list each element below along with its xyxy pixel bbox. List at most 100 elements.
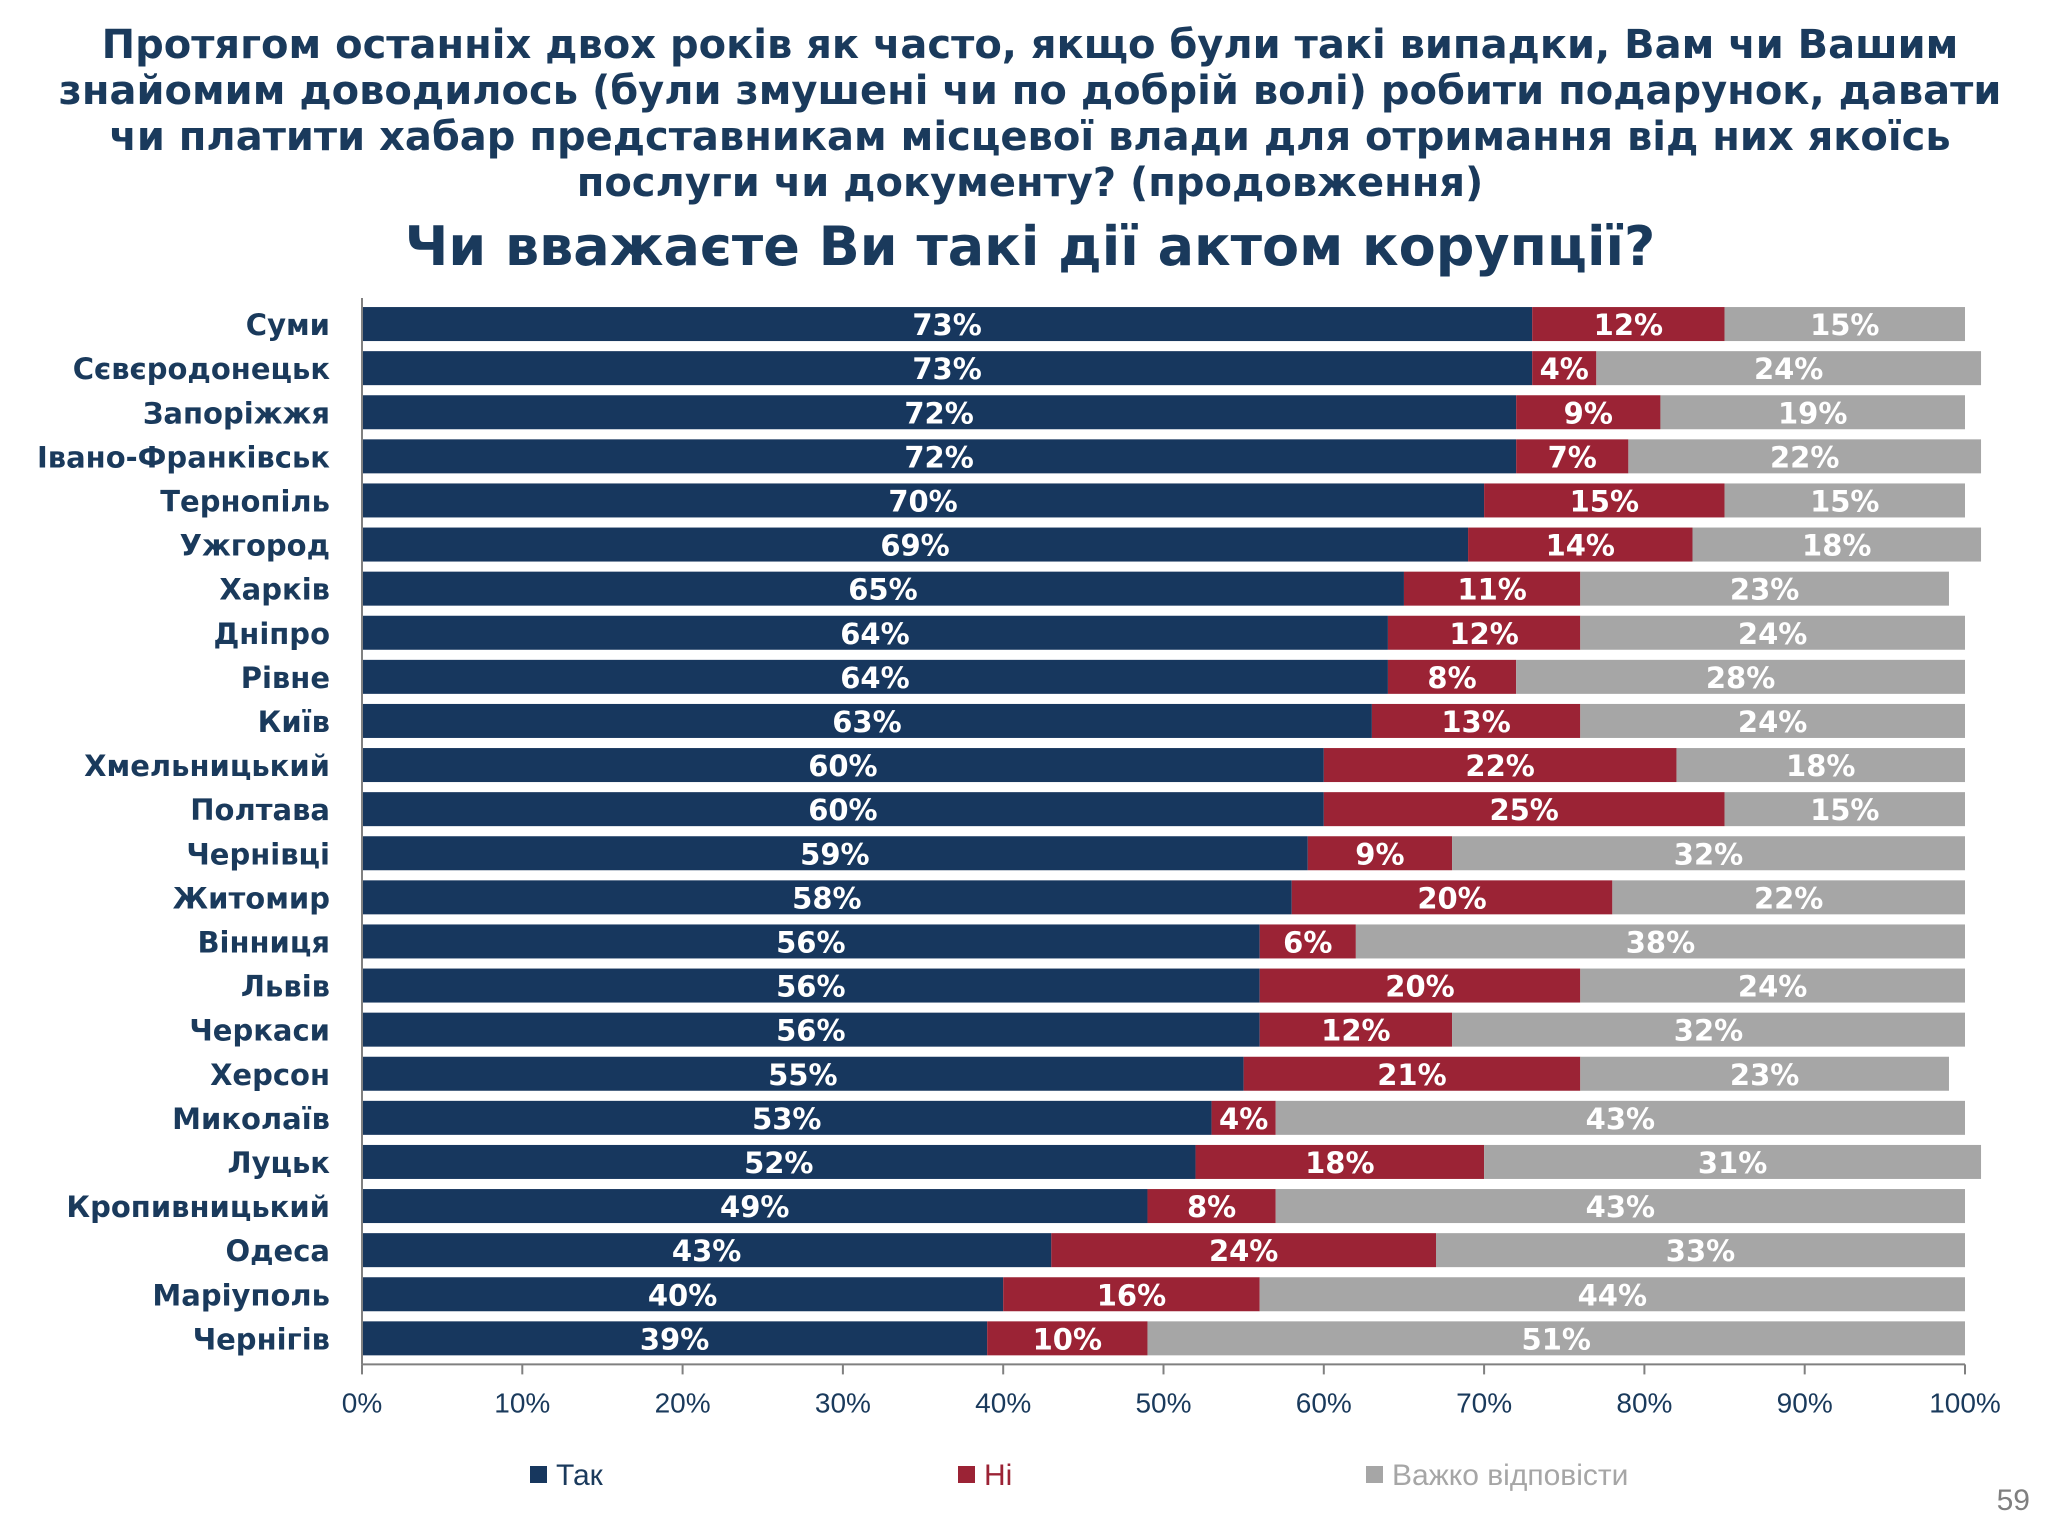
chart-subtitle: Чи вважаєте Ви такі дії актом корупції? [404, 215, 1656, 278]
legend-label: Так [556, 1459, 604, 1492]
data-label: 23% [1730, 573, 1799, 607]
bar-segment [362, 1277, 1004, 1312]
bar-segment [1516, 439, 1629, 474]
data-label: 55% [768, 1058, 837, 1092]
data-label: 9% [1564, 396, 1613, 430]
bar-segment [1387, 659, 1517, 694]
chart-title: Протягом останніх двох років як часто, я… [58, 22, 2002, 206]
x-tick-label: 10% [494, 1387, 550, 1418]
data-label: 15% [1810, 308, 1879, 342]
data-label: 21% [1377, 1058, 1446, 1092]
data-label: 53% [752, 1102, 821, 1136]
data-label: 65% [848, 573, 917, 607]
data-label: 60% [808, 749, 877, 783]
bar-segment [1355, 924, 1965, 959]
bar-segment [1403, 571, 1581, 606]
bar-segment [1580, 1056, 1949, 1091]
bar-segment [1580, 571, 1949, 606]
legend-swatch [958, 1466, 975, 1483]
data-label: 22% [1770, 440, 1839, 474]
data-label: 15% [1570, 484, 1639, 518]
bar-segment [1243, 1056, 1581, 1091]
category-label: Хмельницький [84, 749, 330, 783]
data-label: 20% [1417, 881, 1486, 915]
bar-segment [362, 307, 1533, 342]
bar-segment [1676, 748, 1965, 783]
bar-segment [1211, 1100, 1276, 1135]
data-label: 58% [792, 881, 861, 915]
bar-segment [1307, 836, 1453, 871]
category-label: Чернівці [186, 837, 330, 871]
bar-segment [1532, 351, 1597, 386]
bar-segment [1596, 351, 1982, 386]
x-tick-label: 60% [1296, 1387, 1352, 1418]
data-label: 60% [808, 793, 877, 827]
data-label: 44% [1578, 1278, 1647, 1312]
bar-segment [1660, 395, 1965, 430]
bar-segment [362, 615, 1388, 650]
bar-segment [362, 571, 1404, 606]
data-label: 11% [1457, 573, 1526, 607]
data-label: 24% [1738, 970, 1807, 1004]
data-label: 16% [1097, 1278, 1166, 1312]
data-label: 8% [1187, 1190, 1236, 1224]
bar-segment [1724, 307, 1965, 342]
bar-segment [362, 1144, 1196, 1179]
category-label: Рівне [241, 661, 330, 695]
category-label: Кропивницький [66, 1190, 330, 1224]
data-label: 6% [1283, 925, 1332, 959]
x-tick-label: 20% [655, 1387, 711, 1418]
category-label: Дніпро [213, 617, 330, 651]
bar-segment [362, 703, 1372, 738]
data-label: 4% [1219, 1102, 1268, 1136]
data-label: 43% [672, 1234, 741, 1268]
data-label: 15% [1810, 793, 1879, 827]
category-label: Черкаси [189, 1014, 330, 1048]
category-label: Чернігів [193, 1322, 330, 1356]
bar-segment [1516, 659, 1965, 694]
data-label: 24% [1738, 705, 1807, 739]
bar-segment [1259, 1277, 1965, 1312]
bar-segment [362, 659, 1388, 694]
x-tick-label: 50% [1135, 1387, 1191, 1418]
bar-segment [1628, 439, 1982, 474]
bar-segment [362, 880, 1292, 915]
category-label: Херсон [210, 1058, 330, 1092]
category-label: Ужгород [180, 529, 330, 563]
data-label: 22% [1465, 749, 1534, 783]
bar-segment [362, 1012, 1260, 1047]
data-label: 7% [1548, 440, 1597, 474]
data-label: 12% [1449, 617, 1518, 651]
bar-segment [362, 439, 1517, 474]
bar-segment [1003, 1277, 1260, 1312]
data-label: 18% [1305, 1146, 1374, 1180]
category-label: Миколаїв [172, 1102, 330, 1136]
data-label: 59% [800, 837, 869, 871]
data-label: 8% [1427, 661, 1476, 695]
bar-segment [1516, 395, 1661, 430]
data-label: 12% [1594, 308, 1663, 342]
category-label: Харків [219, 573, 330, 607]
data-label: 24% [1754, 352, 1823, 386]
data-label: 43% [1586, 1102, 1655, 1136]
bar-segment [1051, 1233, 1437, 1268]
data-label: 25% [1489, 793, 1558, 827]
data-label: 32% [1674, 1014, 1743, 1048]
data-label: 33% [1666, 1234, 1735, 1268]
bar-segment [362, 395, 1517, 430]
data-label: 10% [1033, 1322, 1102, 1356]
data-label: 56% [776, 1014, 845, 1048]
category-label: Сєвєродонецьк [73, 352, 331, 386]
category-label: Тернопіль [160, 484, 330, 518]
bar-segment [1452, 1012, 1965, 1047]
bar-segment [987, 1321, 1148, 1356]
bar-segment [362, 1233, 1052, 1268]
bar-segment [1452, 836, 1965, 871]
data-label: 38% [1626, 925, 1695, 959]
bar-segment [362, 924, 1260, 959]
bar-segment [1612, 880, 1965, 915]
bar-segment [362, 483, 1485, 518]
bar-segment [1275, 1100, 1965, 1135]
bar-segment [362, 968, 1260, 1003]
data-label: 72% [904, 396, 973, 430]
